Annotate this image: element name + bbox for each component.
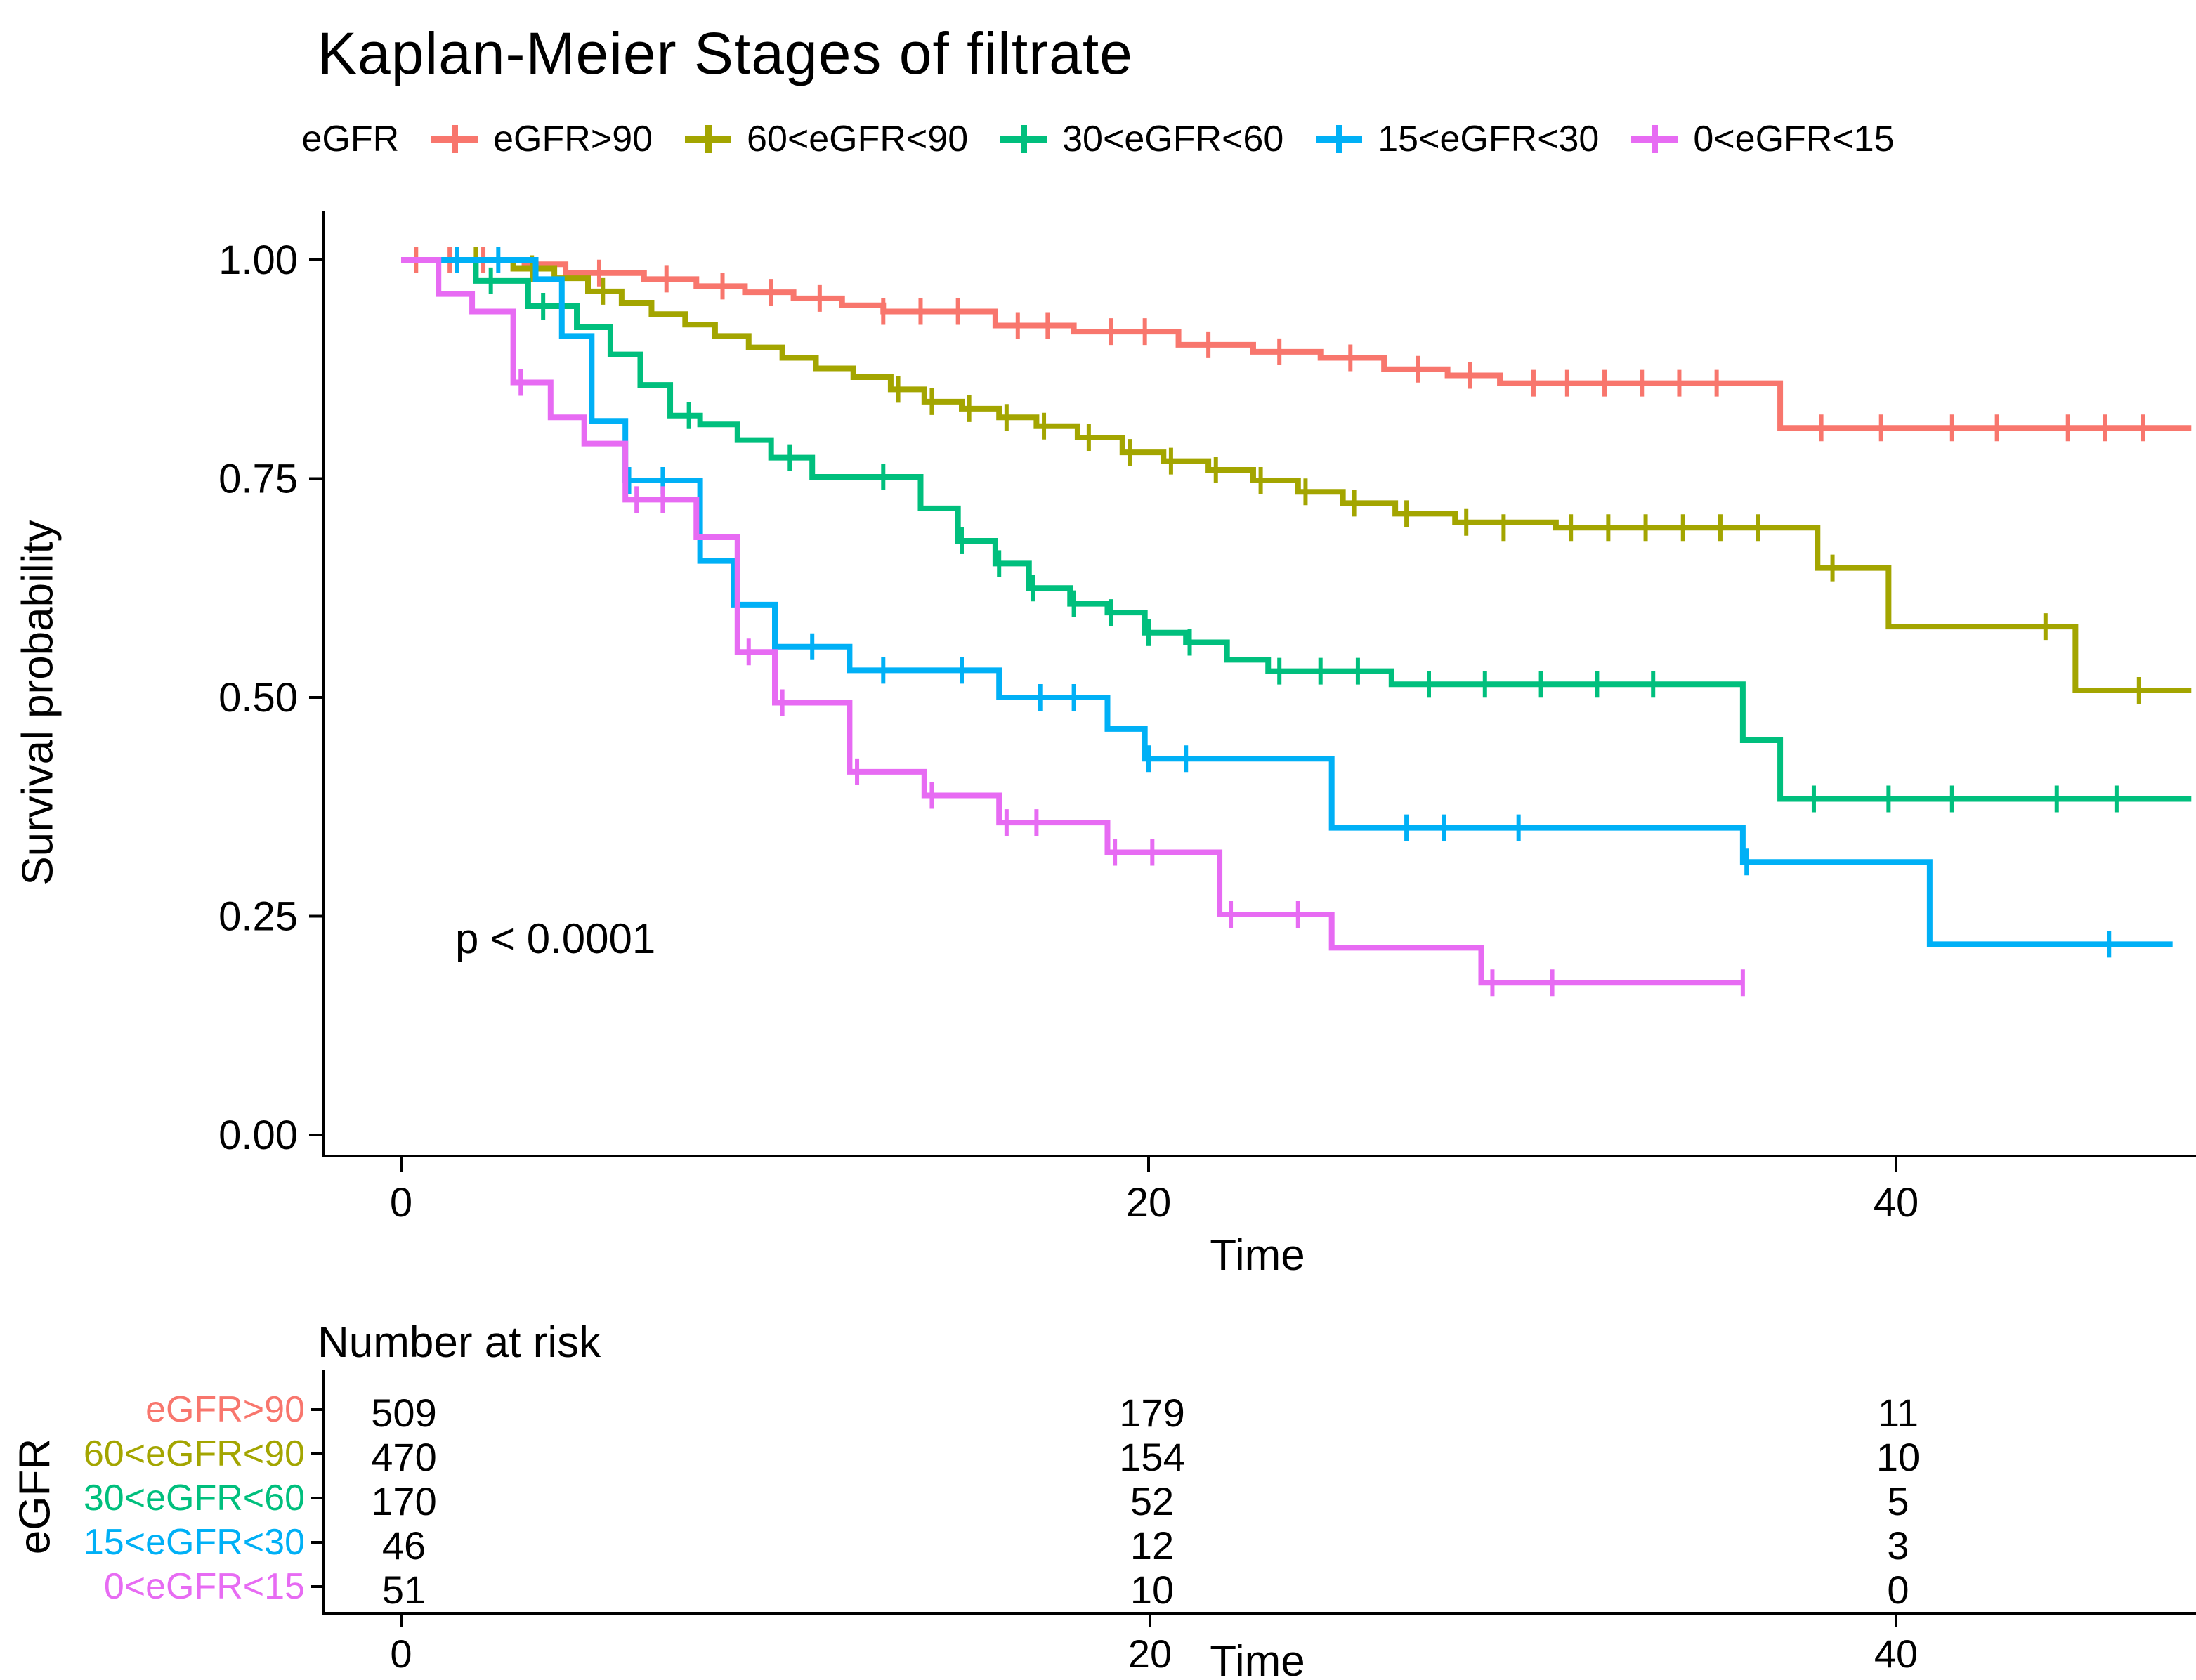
- risk-table-title: Number at risk: [318, 1318, 601, 1367]
- risk-table-axis-line: [322, 1612, 2196, 1615]
- axis-tick-label: 20: [1128, 1632, 1172, 1676]
- survival-curve-3: [401, 257, 2173, 947]
- risk-row-label-3: 15<eGFR<30: [83, 1522, 305, 1563]
- legend-item-label: 30<eGFR<60: [1062, 119, 1284, 159]
- survival-curve-2: [401, 257, 2192, 802]
- pvalue-annotation: p < 0.0001: [455, 915, 656, 962]
- risk-table-x-axis-title: Time: [1210, 1637, 1305, 1680]
- risk-table-axis-line: [322, 1370, 325, 1612]
- risk-row-tick: [311, 1497, 322, 1499]
- legend-title: eGFR: [301, 119, 400, 159]
- y-axis-title: Survival probability: [13, 520, 63, 886]
- y-axis-tick-label: 0.25: [218, 894, 298, 940]
- survival-curve-4: [401, 257, 1743, 986]
- x-axis-tick-label: 20: [1126, 1180, 1172, 1226]
- survival-curve-0: [401, 257, 2192, 431]
- risk-row-tick: [311, 1408, 322, 1411]
- legend-item-label: eGFR>90: [493, 119, 653, 159]
- risk-value-4-1: 10: [1130, 1568, 1175, 1612]
- risk-row-tick: [311, 1541, 322, 1544]
- censor-plus-icon: [1631, 124, 1678, 155]
- risk-value-4-2: 0: [1887, 1568, 1909, 1612]
- risk-row-tick: [311, 1452, 322, 1455]
- censor-plus-icon: [1316, 124, 1363, 155]
- y-axis-tick-label: 1.00: [218, 237, 298, 283]
- x-axis-tick-label: 0: [390, 1180, 412, 1226]
- legend-item-egfr-30-60[interactable]: 30<eGFR<60: [1000, 118, 1283, 160]
- risk-row-label-4: 0<eGFR<15: [103, 1566, 305, 1607]
- risk-value-3-1: 12: [1130, 1523, 1175, 1568]
- legend-item-label: 60<eGFR<90: [747, 119, 969, 159]
- risk-value-0-1: 179: [1119, 1391, 1185, 1435]
- risk-value-0-0: 509: [371, 1391, 437, 1435]
- legend-item-egfr-gt-90[interactable]: eGFR>90: [431, 118, 653, 160]
- risk-row-tick: [311, 1585, 322, 1588]
- axis-tick-label: 40: [1874, 1632, 1919, 1676]
- y-axis-tick-label: 0.50: [218, 675, 298, 721]
- risk-value-2-1: 52: [1130, 1479, 1175, 1523]
- y-axis-tick-label: 0.75: [218, 457, 298, 502]
- risk-value-1-2: 10: [1876, 1435, 1921, 1479]
- y-axis-tick-label: 0.00: [218, 1113, 298, 1158]
- risk-value-2-2: 5: [1887, 1479, 1909, 1523]
- risk-value-1-1: 154: [1119, 1435, 1185, 1479]
- legend-item-label: 15<eGFR<30: [1378, 119, 1600, 159]
- x-axis-tick-label: 40: [1874, 1180, 1919, 1226]
- risk-row-label-0: eGFR>90: [145, 1389, 305, 1430]
- risk-row-label-2: 30<eGFR<60: [83, 1478, 305, 1518]
- risk-value-3-2: 3: [1887, 1523, 1909, 1568]
- legend-item-egfr-0-15[interactable]: 0<eGFR<15: [1631, 118, 1895, 160]
- legend-item-label: 0<eGFR<15: [1693, 119, 1895, 159]
- axis-tick: [400, 1615, 403, 1627]
- axis-tick: [1895, 1615, 1897, 1627]
- legend: eGFR eGFR>90 60<eGFR<90 30<eGFR<60 15<eG…: [0, 118, 2196, 160]
- risk-row-label-1: 60<eGFR<90: [83, 1433, 305, 1474]
- risk-value-0-2: 11: [1877, 1391, 1919, 1435]
- risk-value-1-0: 470: [371, 1435, 437, 1479]
- risk-value-3-0: 46: [381, 1523, 426, 1568]
- censor-plus-icon: [431, 124, 478, 155]
- censor-plus-icon: [1000, 124, 1047, 155]
- axis-tick-label: 0: [390, 1632, 412, 1676]
- risk-value-4-0: 51: [381, 1568, 426, 1612]
- legend-item-egfr-60-90[interactable]: 60<eGFR<90: [685, 118, 968, 160]
- legend-item-egfr-15-30[interactable]: 15<eGFR<30: [1316, 118, 1599, 160]
- survival-curve-1: [401, 257, 2192, 694]
- page-title: Kaplan-Meier Stages of filtrate: [318, 20, 1133, 86]
- axis-tick: [1149, 1615, 1151, 1627]
- censor-plus-icon: [685, 124, 732, 155]
- x-axis-title: Time: [1210, 1231, 1305, 1280]
- risk-value-2-0: 170: [371, 1479, 437, 1523]
